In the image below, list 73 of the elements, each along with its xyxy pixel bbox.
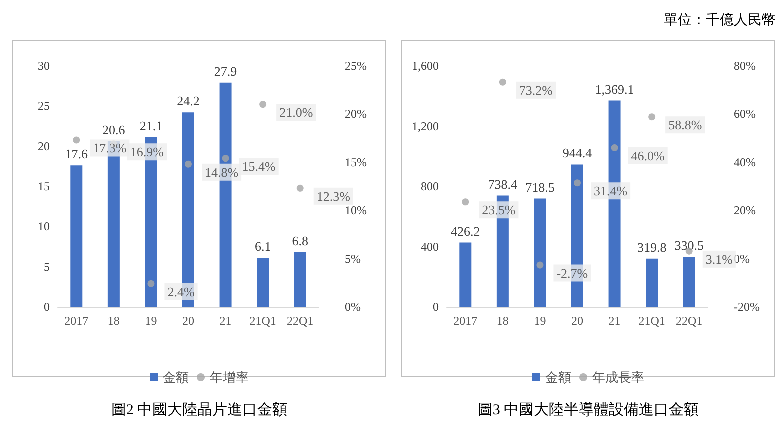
data-label: 3.1%: [706, 252, 734, 267]
data-label: 14.8%: [205, 164, 239, 180]
y2-tick-label: 15%: [345, 155, 367, 170]
y2-tick-label: 5%: [345, 252, 361, 266]
y2-tick-label: 20%: [345, 107, 367, 122]
data-label: 738.4: [488, 176, 518, 192]
y-tick-label: 10: [38, 220, 50, 234]
data-label: 16.9%: [130, 144, 164, 160]
data-label: 46.0%: [631, 148, 666, 164]
y2-tick-label: 80%: [734, 59, 756, 73]
y-tick-label: 1,200: [412, 119, 439, 134]
data-label: 27.9: [214, 64, 238, 79]
data-label: 21.0%: [280, 105, 314, 120]
data-label: 73.2%: [519, 82, 554, 98]
x-tick-label: 2017: [64, 314, 89, 328]
data-label: 21.1: [140, 118, 163, 134]
data-label: 319.8: [637, 240, 667, 255]
x-tick-label: 18: [108, 314, 120, 328]
y2-tick-label: 10%: [345, 204, 367, 218]
y-tick-label: 0: [44, 300, 50, 314]
data-label: 17.6: [65, 146, 89, 162]
legend-label: 金額: [163, 370, 189, 385]
x-tick-label: 19: [145, 314, 158, 328]
data-label: 15.4%: [242, 159, 276, 174]
y-tick-label: 800: [421, 180, 439, 194]
y-tick-label: 400: [421, 240, 439, 254]
data-label: 1,369.1: [595, 82, 634, 97]
x-tick-label: 21Q1: [638, 314, 666, 328]
y-tick-label: 5: [44, 260, 50, 274]
x-tick-label: 21: [220, 314, 232, 328]
x-tick-label: 2017: [454, 314, 478, 328]
data-label: 23.5%: [482, 202, 516, 218]
y2-tick-label: 60%: [734, 107, 756, 122]
legend-label: 年成長率: [592, 370, 644, 385]
data-label: 31.4%: [594, 184, 628, 199]
x-tick-label: 20: [572, 314, 584, 328]
data-label: 426.2: [451, 224, 480, 239]
x-tick-label: 22Q1: [676, 314, 703, 328]
x-tick-label: 19: [534, 314, 546, 328]
y-tick-label: 15: [38, 180, 50, 194]
y2-tick-label: 0%: [345, 300, 361, 314]
x-tick-label: 22Q1: [287, 314, 314, 328]
data-label: 718.5: [526, 180, 555, 195]
data-label: 2.4%: [168, 284, 195, 300]
y-tick-label: 0: [433, 300, 439, 314]
data-label: 944.4: [562, 146, 593, 161]
y2-tick-label: -20%: [734, 300, 760, 314]
legend-label: 年增率: [210, 370, 249, 385]
x-tick-label: 18: [496, 314, 509, 328]
data-label: 17.3%: [93, 140, 127, 156]
x-tick-label: 20: [182, 314, 194, 328]
y2-tick-label: 20%: [734, 204, 756, 218]
text: 單位：千億人民幣: [664, 12, 776, 28]
x-tick-label: 21: [608, 314, 621, 328]
data-label: 6.8: [292, 233, 308, 248]
data-label: 6.1: [254, 238, 272, 254]
y-tick-label: 1,600: [412, 59, 439, 73]
data-label: -2.7%: [556, 266, 588, 281]
text: 圖2 中國大陸晶片進口金額: [111, 402, 288, 418]
data-label: 330.5: [674, 238, 704, 254]
y-tick-label: 20: [38, 139, 50, 154]
y2-tick-label: 40%: [734, 155, 756, 170]
data-label: 24.2: [177, 94, 200, 109]
y-tick-label: 25: [38, 99, 50, 114]
x-tick-label: 21Q1: [250, 314, 276, 328]
data-label: 12.3%: [316, 188, 351, 204]
data-label: 58.8%: [668, 118, 702, 133]
data-label: 20.6: [102, 122, 126, 138]
legend-label: 金額: [546, 370, 572, 385]
y2-tick-label: 0%: [734, 252, 750, 266]
text: 圖3 中國大陸半導體設備進口金額: [478, 402, 700, 418]
y2-tick-label: 25%: [345, 59, 367, 73]
y-tick-label: 30: [38, 59, 50, 73]
